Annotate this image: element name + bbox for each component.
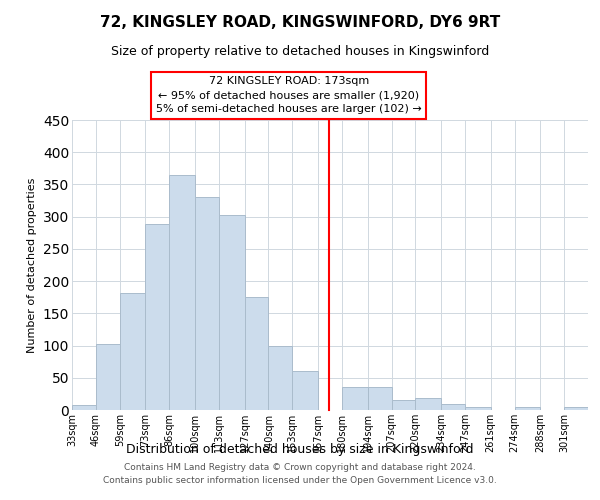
Bar <box>145 224 169 410</box>
Bar <box>195 198 219 410</box>
Bar <box>120 294 145 410</box>
Y-axis label: Number of detached properties: Number of detached properties <box>27 178 37 352</box>
Bar <box>268 346 292 410</box>
Bar <box>219 216 245 410</box>
Bar <box>441 404 465 410</box>
Bar <box>368 388 392 410</box>
Bar <box>169 175 195 410</box>
Bar <box>342 388 368 410</box>
Bar <box>465 407 491 410</box>
Bar <box>72 405 96 410</box>
Bar <box>96 344 120 410</box>
Bar <box>392 400 415 410</box>
Text: Size of property relative to detached houses in Kingswinford: Size of property relative to detached ho… <box>111 45 489 58</box>
Bar <box>515 407 540 410</box>
Bar <box>245 296 268 410</box>
Text: 72 KINGSLEY ROAD: 173sqm
← 95% of detached houses are smaller (1,920)
5% of semi: 72 KINGSLEY ROAD: 173sqm ← 95% of detach… <box>156 76 422 114</box>
Bar <box>415 398 441 410</box>
Text: 72, KINGSLEY ROAD, KINGSWINFORD, DY6 9RT: 72, KINGSLEY ROAD, KINGSWINFORD, DY6 9RT <box>100 15 500 30</box>
Text: Contains HM Land Registry data © Crown copyright and database right 2024.
Contai: Contains HM Land Registry data © Crown c… <box>103 464 497 485</box>
Bar <box>292 372 318 410</box>
Text: Distribution of detached houses by size in Kingswinford: Distribution of detached houses by size … <box>126 442 474 456</box>
Bar <box>564 408 588 410</box>
